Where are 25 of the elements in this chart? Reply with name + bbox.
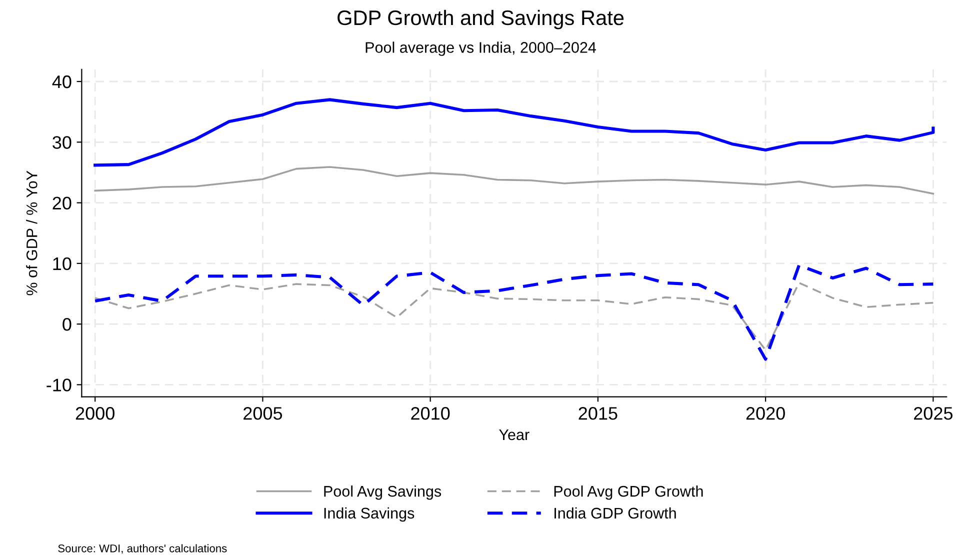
source-note: Source: WDI, authors' calculations	[58, 544, 227, 554]
y-tick-label: 0	[62, 318, 72, 331]
y-tick-label: 20	[52, 196, 72, 210]
y-axis-title: % of GDP / % YoY	[26, 170, 38, 296]
y-tick-label: 40	[52, 75, 72, 88]
legend-label: Pool Avg Savings	[324, 486, 442, 500]
line-series	[94, 282, 934, 352]
line-series	[94, 166, 934, 195]
x-tick-label: 2000	[76, 407, 114, 420]
line-series	[94, 264, 935, 361]
x-tick-label: 2010	[411, 407, 450, 420]
legend-label: India GDP Growth	[554, 507, 676, 519]
x-tick-label: 2020	[746, 407, 785, 420]
y-tick-label: -10	[46, 378, 72, 392]
chart-title: GDP Growth and Savings Rate	[338, 10, 624, 30]
legend-label: India Savings	[324, 507, 414, 522]
y-tick-label: 30	[52, 136, 72, 149]
x-tick-label: 2015	[578, 407, 618, 420]
y-tick-label: 10	[53, 257, 72, 270]
x-axis-title: Year	[499, 429, 530, 440]
x-tick-label: 2005	[244, 407, 282, 420]
legend-label: Pool Avg GDP Growth	[554, 486, 703, 500]
x-tick-label: 2025	[914, 407, 953, 420]
chart-subtitle: Pool average vs India, 2000–2024	[366, 42, 596, 56]
line-series	[94, 98, 935, 167]
